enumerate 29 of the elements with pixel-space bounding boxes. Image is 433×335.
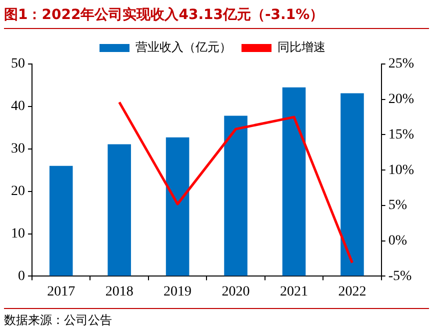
y-tick-label: 50 bbox=[11, 56, 25, 72]
x-tick-label: 2021 bbox=[280, 284, 308, 300]
y2-tick-label: 0% bbox=[388, 234, 408, 249]
y-tick-label: 40 bbox=[11, 99, 25, 114]
bar bbox=[282, 87, 306, 276]
bar bbox=[224, 116, 248, 276]
legend-label: 同比增速 bbox=[278, 40, 326, 54]
y-tick-label: 20 bbox=[11, 184, 25, 199]
chart-title: 图1：2022年公司实现收入43.13亿元（-3.1%） bbox=[4, 6, 324, 24]
y2-tick-label: 15% bbox=[388, 127, 414, 142]
bar bbox=[340, 93, 364, 276]
y2-tick-label: -5% bbox=[388, 268, 412, 284]
y-tick-label: 10 bbox=[11, 226, 25, 242]
bar bbox=[49, 166, 73, 276]
source-note: 数据来源：公司公告 bbox=[4, 312, 112, 329]
bar bbox=[108, 144, 131, 276]
legend-label: 营业收入（亿元） bbox=[136, 40, 232, 54]
x-tick-label: 2018 bbox=[105, 284, 134, 300]
y-tick-label: 30 bbox=[11, 142, 25, 157]
y2-tick-label: 5% bbox=[388, 198, 408, 214]
y-tick-label: 0 bbox=[18, 268, 25, 284]
y2-tick-label: 20% bbox=[388, 92, 414, 108]
x-tick-label: 2017 bbox=[47, 284, 76, 300]
x-tick-label: 2019 bbox=[164, 284, 192, 300]
y2-tick-label: 25% bbox=[388, 56, 414, 72]
x-tick-label: 2022 bbox=[338, 284, 366, 300]
y2-tick-label: 10% bbox=[388, 162, 414, 178]
bar bbox=[166, 137, 190, 276]
x-tick-label: 2020 bbox=[222, 284, 250, 300]
